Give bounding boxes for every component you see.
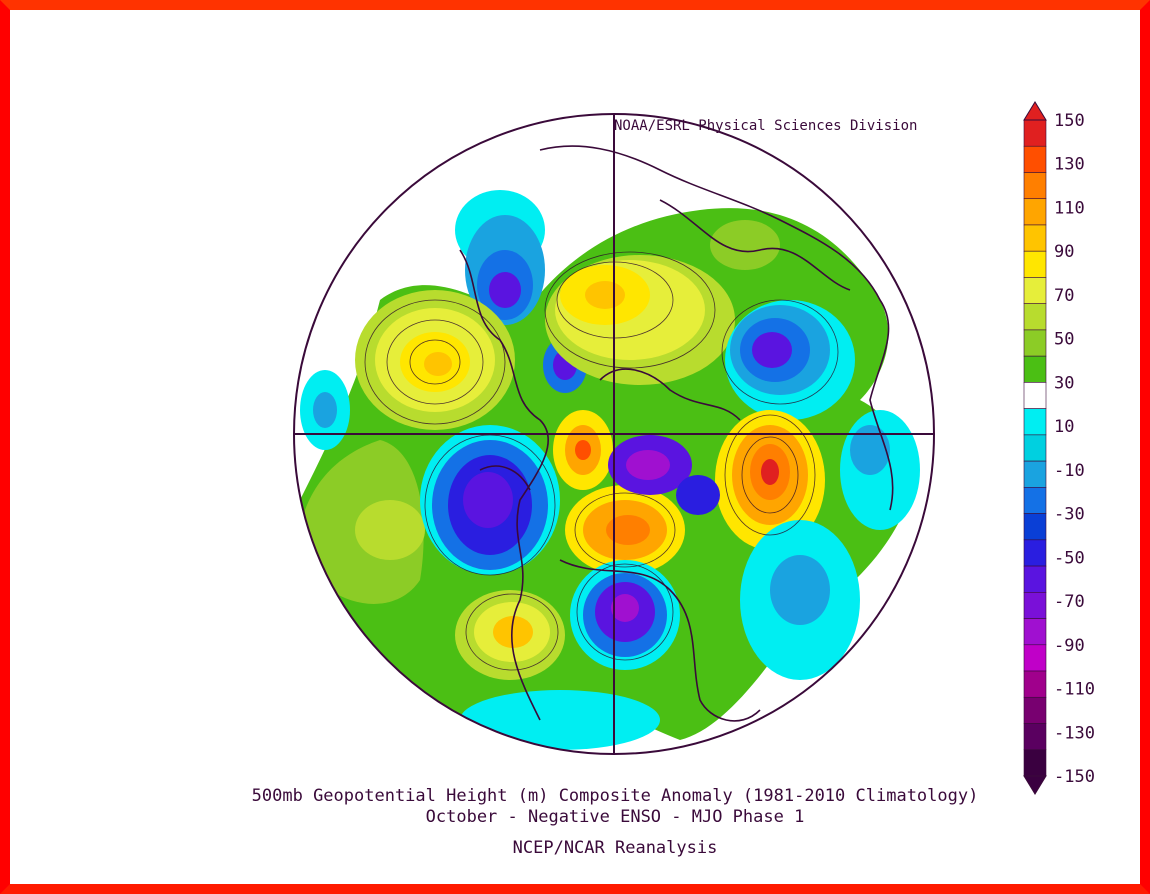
colorbar-swatch <box>1023 565 1047 593</box>
colorbar-swatch <box>1023 198 1047 226</box>
colorbar-swatch <box>1023 172 1047 200</box>
map-subtitle: October - Negative ENSO - MJO Phase 1 <box>425 807 805 827</box>
colorbar-swatch <box>1023 250 1047 278</box>
colorbar-tick-label: -90 <box>1054 636 1085 656</box>
colorbar-tick-label: 50 <box>1054 330 1074 350</box>
colorbar-tick-label: -10 <box>1054 461 1085 481</box>
colorbar-tick-label: 110 <box>1054 198 1085 218</box>
colorbar-swatch <box>1023 487 1047 514</box>
colorbar-tick-label: 150 <box>1054 111 1085 131</box>
colorbar-swatch <box>1023 696 1047 724</box>
colorbar-tick-label: -50 <box>1054 548 1085 568</box>
data-source-label: NCEP/NCAR Reanalysis <box>512 838 718 858</box>
colorbar-tick-label: 10 <box>1054 417 1074 437</box>
colorbar-swatch <box>1023 539 1047 567</box>
colorbar-tick-label: 30 <box>1054 373 1074 393</box>
colorbar-swatch <box>1023 592 1047 619</box>
colorbar-tick-label: -110 <box>1054 680 1095 700</box>
colorbar-max-arrow <box>1023 101 1047 121</box>
colorbar-tick-label: 130 <box>1054 155 1085 175</box>
colorbar-tick-label: 70 <box>1054 286 1074 306</box>
colorbar-swatch <box>1023 382 1047 409</box>
colorbar: 150 130 110 90 70 50 30 10 -10 -30 -50 -70 -90 -110 -1… <box>1023 101 1095 795</box>
colorbar-swatch <box>1023 224 1047 252</box>
colorbar-min-arrow <box>1023 775 1047 795</box>
colorbar-swatch <box>1023 749 1047 777</box>
colorbar-swatch <box>1023 329 1047 357</box>
colorbar-swatch <box>1023 513 1047 541</box>
colorbar-swatch <box>1023 303 1047 331</box>
colorbar-swatch <box>1023 434 1047 462</box>
colorbar-swatch <box>1023 145 1047 173</box>
colorbar-swatch <box>1023 723 1047 751</box>
colorbar-tick-label: 90 <box>1054 242 1074 262</box>
colorbar-swatch <box>1023 670 1047 698</box>
colorbar-swatch <box>1023 644 1047 672</box>
colorbar-swatch <box>1023 408 1047 436</box>
colorbar-swatch <box>1023 119 1047 147</box>
colorbar-swatch <box>1023 460 1047 488</box>
colorbar-tick-label: -30 <box>1054 505 1085 525</box>
colorbar-swatch <box>1023 618 1047 646</box>
map-title: 500mb Geopotential Height (m) Composite … <box>251 786 979 806</box>
colorbar-tick-label: -130 <box>1054 723 1095 743</box>
colorbar-tick-label: -150 <box>1054 767 1095 787</box>
colorbar-tick-label: -70 <box>1054 592 1085 612</box>
colorbar-swatch <box>1023 355 1047 383</box>
colorbar-swatch <box>1023 277 1047 304</box>
source-credit: NOAA/ESRL Physical Sciences Division <box>614 118 918 134</box>
